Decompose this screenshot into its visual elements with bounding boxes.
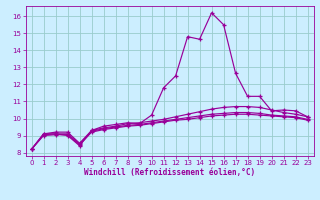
X-axis label: Windchill (Refroidissement éolien,°C): Windchill (Refroidissement éolien,°C) — [84, 168, 255, 177]
